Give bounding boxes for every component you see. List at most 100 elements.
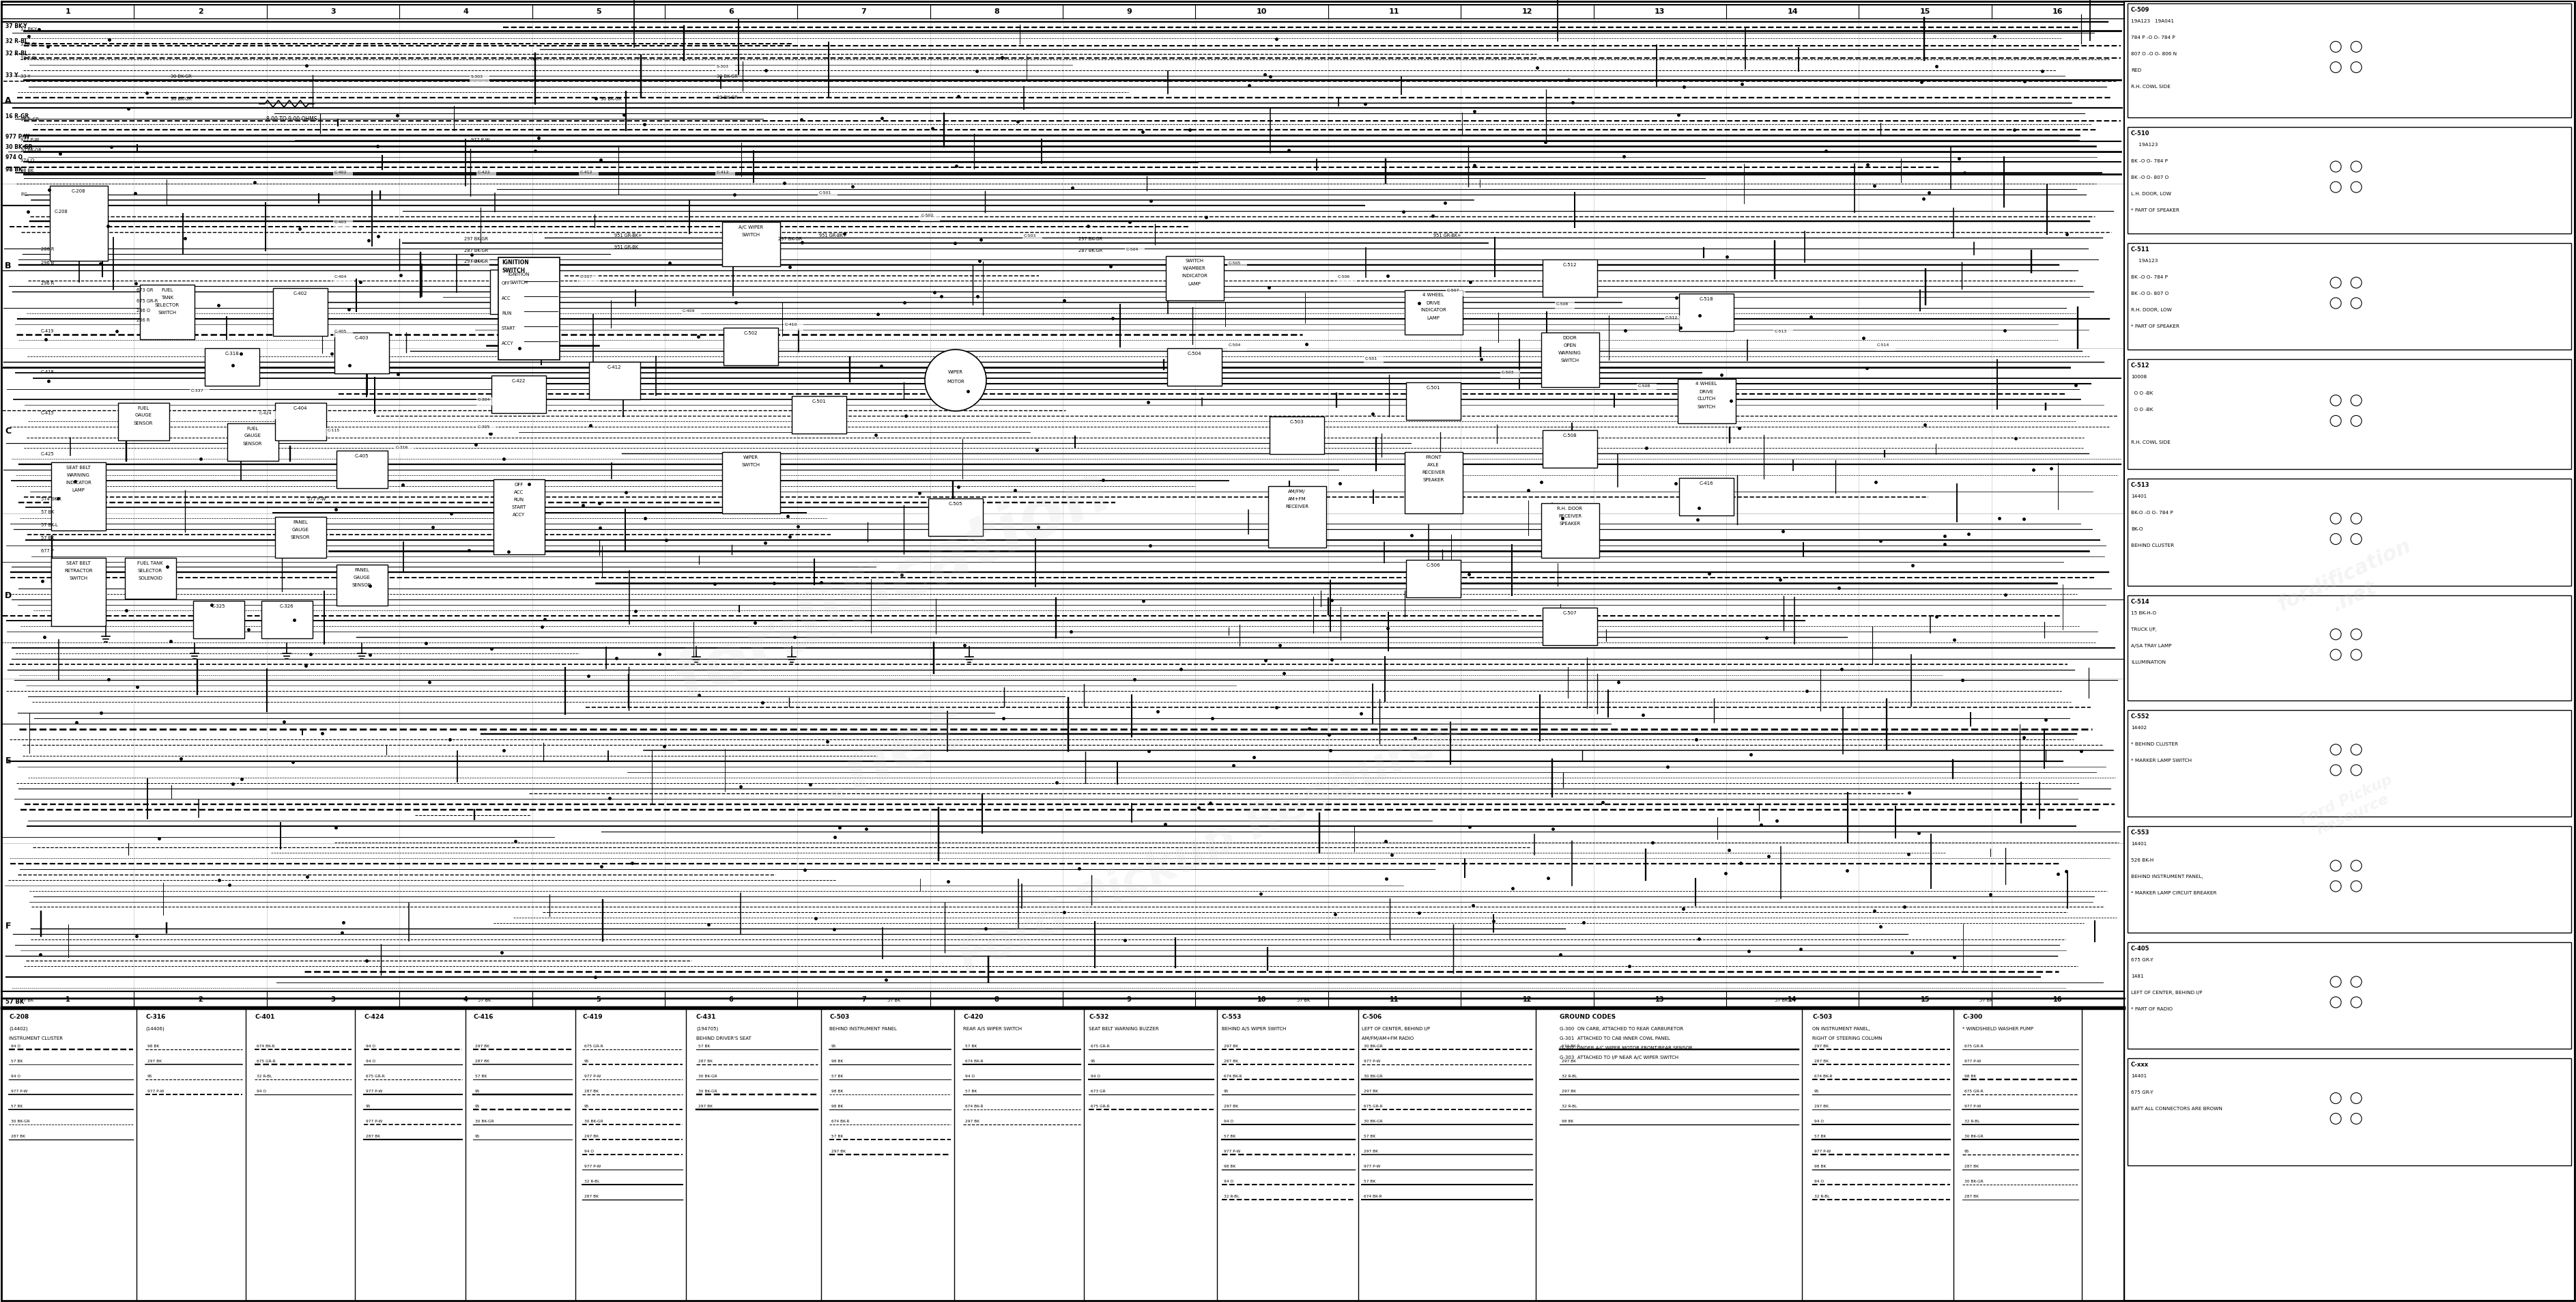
Text: 30 BK-GR: 30 BK-GR xyxy=(600,96,621,102)
Circle shape xyxy=(2352,42,2362,52)
Text: 57 BK: 57 BK xyxy=(1363,1135,1376,1138)
Text: C-300: C-300 xyxy=(1963,1014,1984,1019)
Bar xyxy=(1677,379,1736,423)
Text: 287 BK: 287 BK xyxy=(585,1195,598,1198)
Text: 977 P-W: 977 P-W xyxy=(1814,1150,1832,1154)
Text: 526 BK-H: 526 BK-H xyxy=(2130,858,2154,862)
Bar xyxy=(817,190,837,199)
Bar xyxy=(1636,384,1656,392)
Text: C-410: C-410 xyxy=(786,323,799,327)
Text: 16: 16 xyxy=(2053,996,2063,1003)
Text: 951 GR-BK+: 951 GR-BK+ xyxy=(613,233,641,237)
Text: C-419: C-419 xyxy=(41,329,54,333)
Text: 297 BK: 297 BK xyxy=(1363,1150,1378,1154)
Text: 297 BK: 297 BK xyxy=(474,1044,489,1048)
Text: SEAT BELT: SEAT BELT xyxy=(67,561,90,565)
Text: C-503: C-503 xyxy=(1023,234,1036,237)
Text: 98 BK: 98 BK xyxy=(21,169,33,173)
Text: C-504: C-504 xyxy=(1188,352,1200,355)
Bar xyxy=(1664,315,1685,324)
Text: LAMP: LAMP xyxy=(72,488,85,492)
Text: 287 BK: 287 BK xyxy=(366,1135,381,1138)
Text: 94 O: 94 O xyxy=(366,1060,376,1062)
Text: C-402: C-402 xyxy=(335,171,348,174)
Bar xyxy=(2128,4,2571,117)
Text: 6: 6 xyxy=(729,996,734,1003)
Text: 297 BK: 297 BK xyxy=(1363,1090,1378,1094)
Text: C-504: C-504 xyxy=(1229,344,1242,346)
Text: 98 BK: 98 BK xyxy=(1965,1074,1976,1078)
Text: AXLE: AXLE xyxy=(1427,464,1440,467)
Text: SOLENOID: SOLENOID xyxy=(139,577,162,581)
Text: C-316: C-316 xyxy=(144,1014,165,1019)
Text: C-424: C-424 xyxy=(363,1014,384,1019)
Text: C-553: C-553 xyxy=(1221,1014,1242,1019)
Bar xyxy=(52,557,106,626)
Bar xyxy=(2128,243,2571,349)
Text: 296 B: 296 B xyxy=(41,260,54,264)
Text: 674 BK-R: 674 BK-R xyxy=(1363,1195,1381,1198)
Text: 98 BK: 98 BK xyxy=(832,1090,842,1094)
Bar xyxy=(1126,247,1144,255)
Text: 57 BK: 57 BK xyxy=(477,999,492,1003)
Circle shape xyxy=(2331,277,2342,288)
Text: SELECTOR: SELECTOR xyxy=(155,303,180,307)
Text: 297 BK-GR: 297 BK-GR xyxy=(778,237,801,241)
Text: 577 P-W: 577 P-W xyxy=(307,497,325,501)
Text: 297 BK: 297 BK xyxy=(698,1104,714,1108)
Circle shape xyxy=(2352,298,2362,309)
Text: C-506: C-506 xyxy=(1337,275,1350,279)
Text: C-316: C-316 xyxy=(471,259,484,263)
Text: C-509: C-509 xyxy=(2130,7,2148,13)
Text: 675 GR-Y: 675 GR-Y xyxy=(2130,958,2154,962)
Text: 977 P-W: 977 P-W xyxy=(585,1074,600,1078)
Text: C-208: C-208 xyxy=(72,189,85,193)
Bar xyxy=(124,557,175,599)
Text: ACC: ACC xyxy=(502,297,510,301)
Bar xyxy=(1445,288,1466,297)
Text: BEHIND CLUSTER: BEHIND CLUSTER xyxy=(2130,543,2174,548)
Bar xyxy=(273,288,327,336)
Text: C-416: C-416 xyxy=(1700,480,1713,486)
Bar xyxy=(2125,1,2573,1301)
Text: 95: 95 xyxy=(474,1135,479,1138)
Bar xyxy=(1406,560,1461,598)
Text: LEFT OF CENTER, BEHIND I/P: LEFT OF CENTER, BEHIND I/P xyxy=(2130,991,2202,995)
Text: C-208: C-208 xyxy=(8,1014,28,1019)
Text: 30 BK-GR: 30 BK-GR xyxy=(698,1090,716,1094)
Bar xyxy=(721,452,781,513)
Text: C-316: C-316 xyxy=(397,445,410,449)
Text: 1481: 1481 xyxy=(2130,974,2143,978)
Text: C-431: C-431 xyxy=(696,1014,716,1019)
Text: 95: 95 xyxy=(585,1104,590,1108)
Text: INSTRUMENT CLUSTER: INSTRUMENT CLUSTER xyxy=(8,1036,62,1040)
Bar xyxy=(258,411,278,419)
Text: 1: 1 xyxy=(64,8,70,16)
Text: 674 BK-R: 674 BK-R xyxy=(966,1104,984,1108)
Text: 674 BK-R: 674 BK-R xyxy=(1814,1074,1832,1078)
Bar xyxy=(1556,302,1574,310)
Circle shape xyxy=(2331,61,2342,73)
Text: C-505: C-505 xyxy=(1229,262,1242,264)
Text: P.C.: P.C. xyxy=(21,193,28,197)
Text: 674 BK-R: 674 BK-R xyxy=(1561,1044,1579,1048)
Text: C-511: C-511 xyxy=(2130,246,2151,253)
Text: 15 BK-H-O: 15 BK-H-O xyxy=(2130,611,2156,615)
Text: 977 P-W: 977 P-W xyxy=(1965,1060,1981,1062)
Text: C-304: C-304 xyxy=(477,398,489,401)
Text: REAR A/S WIPER SWITCH: REAR A/S WIPER SWITCH xyxy=(963,1027,1023,1031)
Text: 15: 15 xyxy=(1919,8,1929,16)
Text: 14401: 14401 xyxy=(2130,842,2146,846)
Text: 57 BK: 57 BK xyxy=(10,1104,23,1108)
Bar xyxy=(477,171,497,178)
Text: ON INSTRUMENT PANEL,: ON INSTRUMENT PANEL, xyxy=(1811,1027,1870,1031)
Circle shape xyxy=(2331,1113,2342,1124)
Text: BK -O O- 784 P: BK -O O- 784 P xyxy=(2130,159,2169,163)
Text: * PART OF SPEAKER: * PART OF SPEAKER xyxy=(2130,324,2179,328)
Text: 16 R-GR: 16 R-GR xyxy=(5,113,28,120)
Text: 30 BK-GR: 30 BK-GR xyxy=(698,1074,716,1078)
Text: C-416: C-416 xyxy=(474,1014,492,1019)
Text: A/C WIPER: A/C WIPER xyxy=(739,225,762,229)
Bar xyxy=(1543,259,1597,297)
Text: 94 O: 94 O xyxy=(585,1150,595,1154)
